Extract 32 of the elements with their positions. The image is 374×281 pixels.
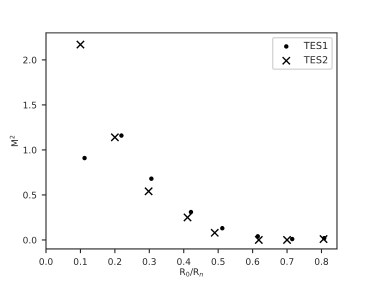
- point: [254, 236, 264, 244]
- x-axis-title: R$_{0}$/R$_{n}$: [180, 268, 203, 277]
- legend-label: TES2: [304, 56, 328, 64]
- point: [319, 234, 328, 244]
- y-tick-label: 1.0: [24, 146, 36, 154]
- point: [220, 226, 225, 230]
- x-tick-label: 0.6: [246, 258, 260, 265]
- y-tick-label: 0.0: [23, 236, 36, 244]
- y-tick-label: 2.0: [23, 56, 36, 64]
- point: [110, 132, 120, 142]
- point: [119, 133, 124, 138]
- y-axis-title: M$^{2}$: [10, 136, 18, 146]
- x-tick-label: 0.8: [314, 258, 328, 265]
- legend-label: TES1: [304, 42, 328, 50]
- point: [290, 236, 294, 242]
- x-tick-label: 0.5: [212, 258, 225, 265]
- point: [183, 213, 192, 222]
- y-tick-label: 0.5: [23, 192, 36, 198]
- y-tick-label: 1.5: [24, 102, 36, 108]
- point: [210, 228, 220, 238]
- x-tick-label: 0.0: [39, 258, 53, 265]
- x-tick-label: 0.7: [280, 258, 294, 265]
- x-tick-label: 0.3: [142, 258, 156, 265]
- x-tick-label: 0.2: [108, 258, 122, 265]
- x-tick-label: 0.4: [177, 258, 190, 265]
- point: [144, 186, 153, 196]
- x-tick-label: 0.1: [74, 258, 87, 265]
- point: [82, 156, 87, 160]
- point: [188, 210, 194, 214]
- point: [76, 40, 85, 49]
- point: [282, 236, 292, 244]
- point: [149, 176, 154, 181]
